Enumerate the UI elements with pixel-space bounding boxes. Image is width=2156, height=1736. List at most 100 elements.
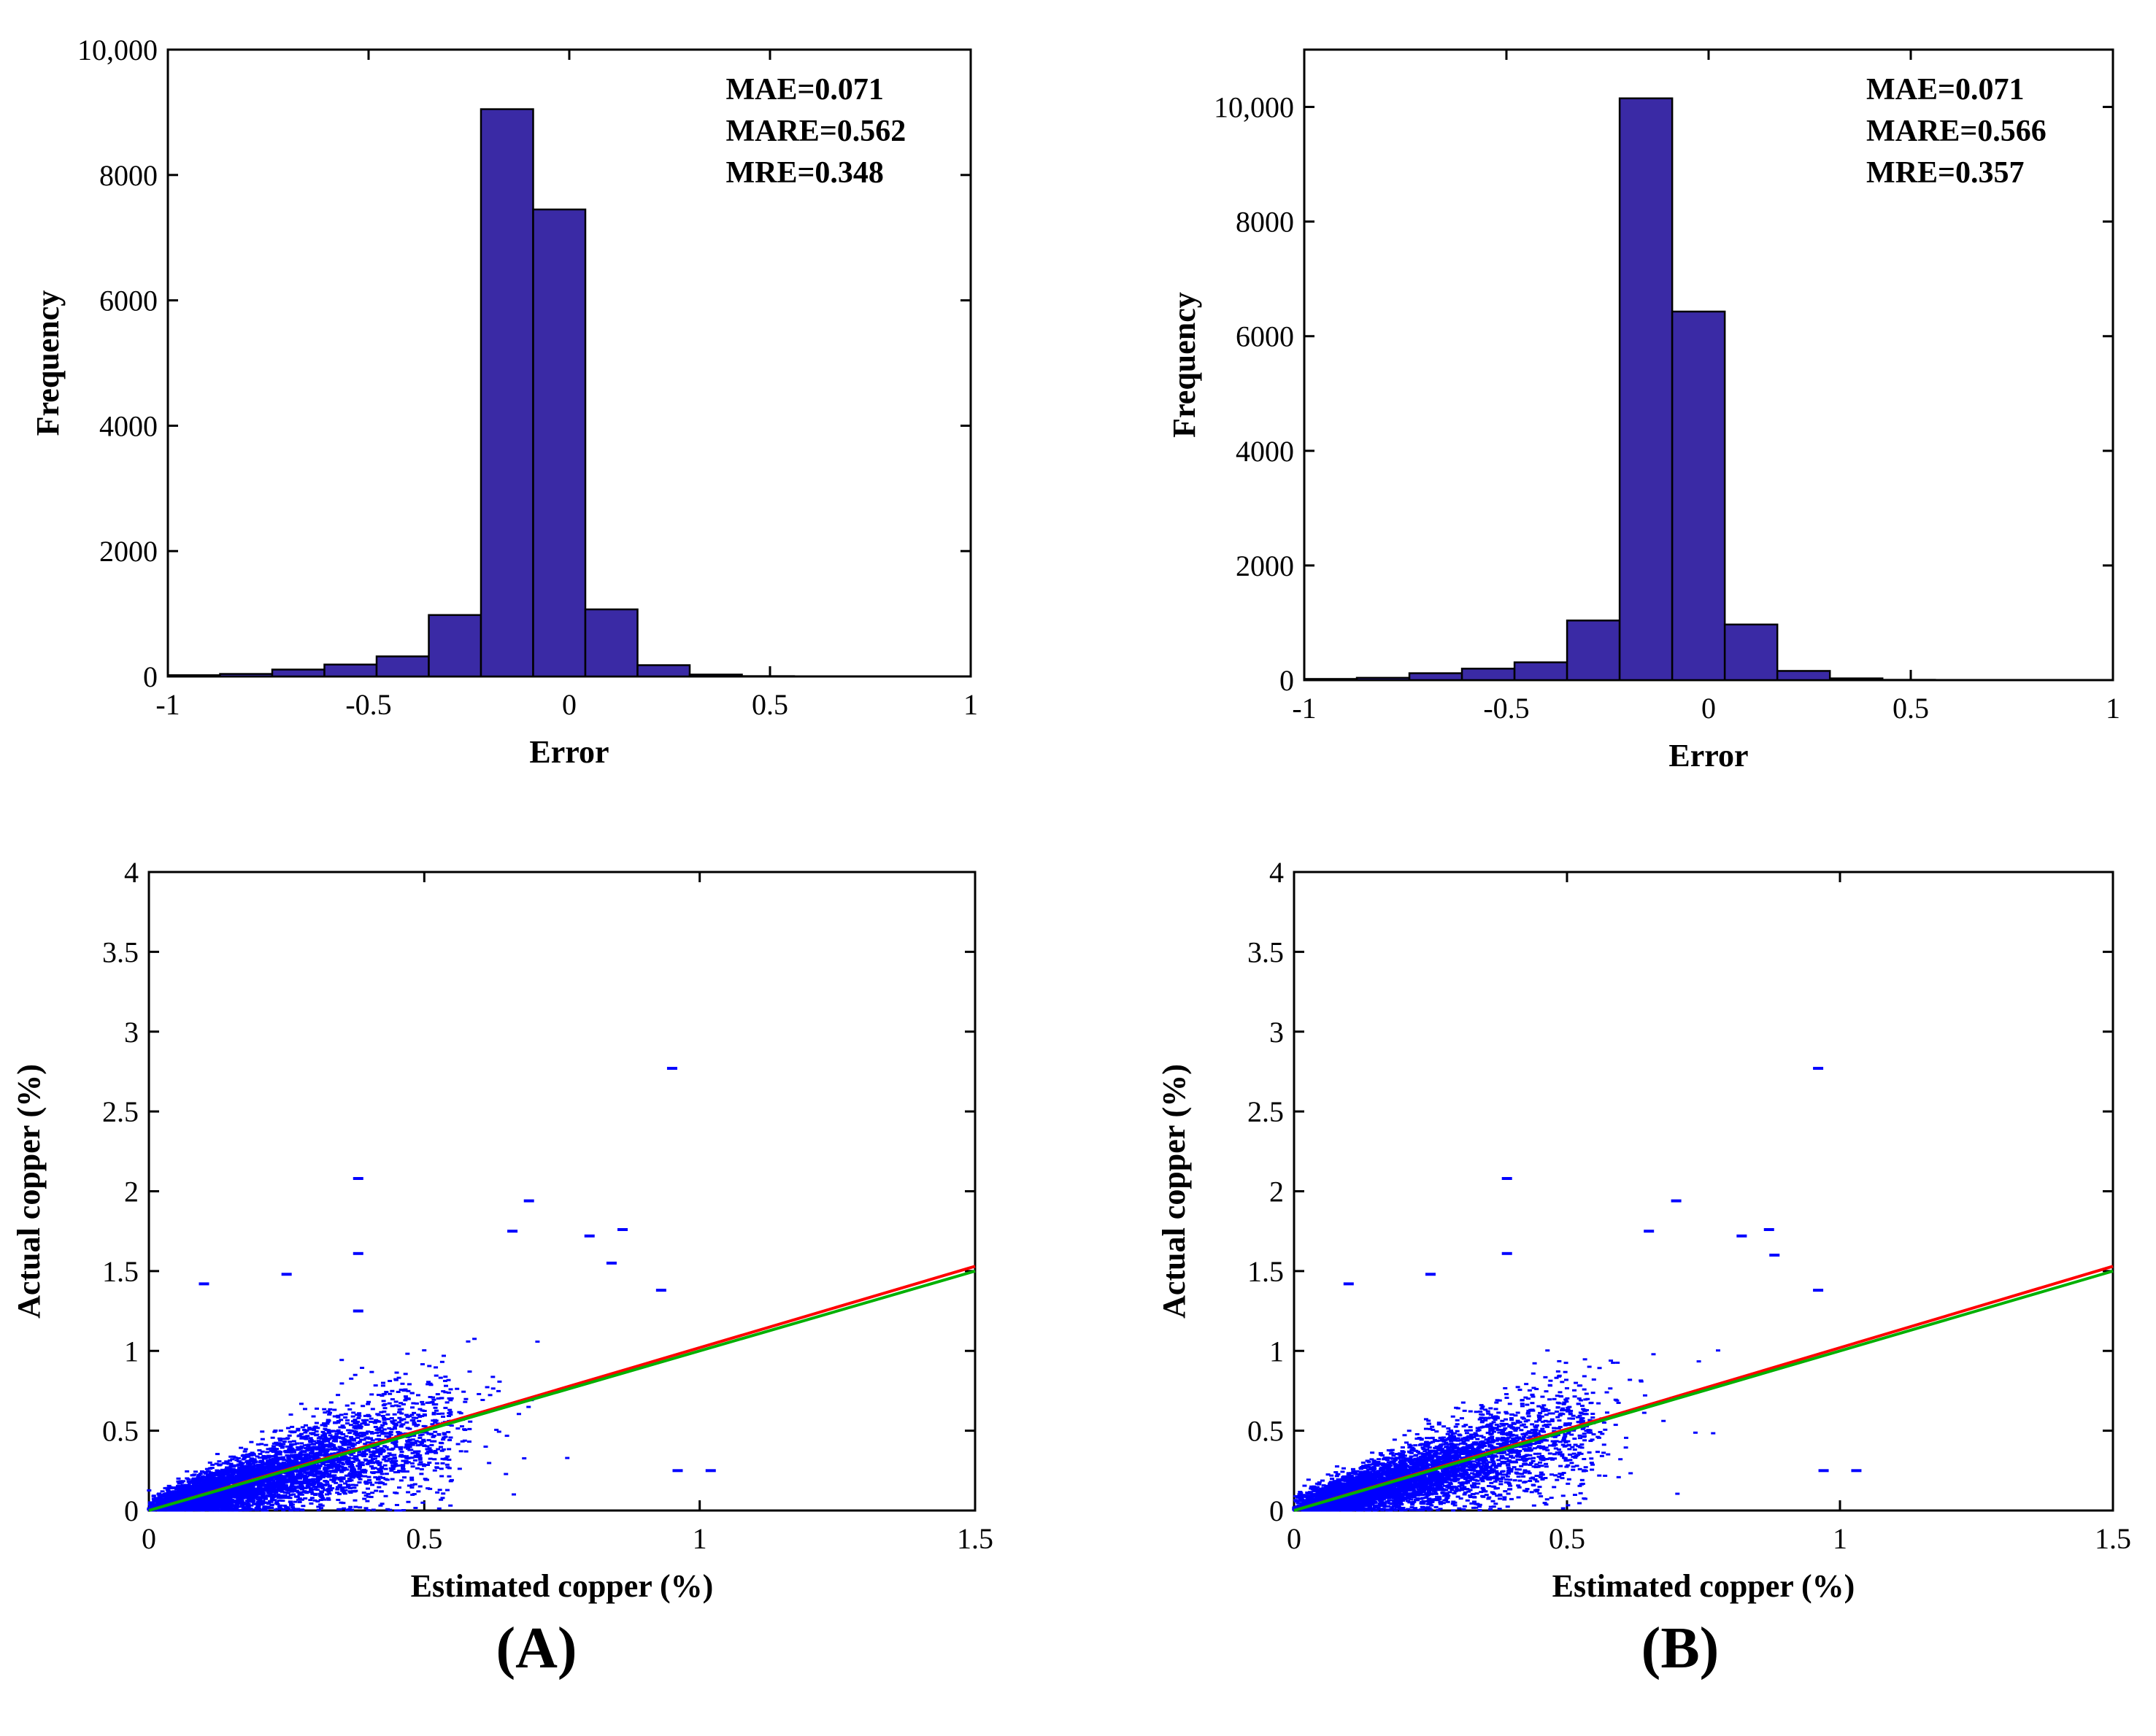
scatter-point [310, 1432, 315, 1435]
scatter-point [346, 1457, 351, 1459]
scatter-point [393, 1443, 399, 1446]
scatter-point [366, 1430, 371, 1433]
scatter-point [387, 1402, 392, 1405]
scatter-point [290, 1503, 295, 1506]
scatter-point [266, 1502, 272, 1505]
scatter-point [392, 1454, 397, 1457]
scatter-point [326, 1448, 331, 1451]
scatter-point [236, 1485, 241, 1488]
scatter-point [315, 1500, 320, 1502]
scatter-point [366, 1415, 371, 1418]
scatter-point [296, 1446, 301, 1449]
scatter-point [267, 1489, 272, 1492]
scatter-point [247, 1464, 252, 1467]
x-tick-label: -0.5 [1483, 692, 1529, 725]
scatter-point [432, 1469, 437, 1472]
scatter-point [277, 1457, 282, 1460]
scatter-point [323, 1475, 328, 1478]
scatter-point [399, 1389, 404, 1392]
scatter-point [303, 1447, 308, 1450]
scatter-point [306, 1480, 311, 1483]
scatter-point [234, 1464, 239, 1467]
scatter-point [309, 1491, 315, 1494]
scatter-point [327, 1438, 332, 1440]
scatter-point [196, 1487, 201, 1490]
scatter-point [309, 1467, 314, 1470]
scatter-point [193, 1486, 199, 1489]
scatter-point [353, 1458, 358, 1461]
scatter-point [406, 1389, 411, 1392]
scatter-point [242, 1488, 247, 1491]
plot-frame [147, 871, 977, 1512]
scatter-point [338, 1449, 343, 1452]
scatter-point [385, 1413, 390, 1416]
scatter-point [369, 1495, 374, 1498]
scatter-point [190, 1485, 195, 1488]
scatter-point [249, 1475, 254, 1478]
scatter-point [424, 1431, 429, 1434]
scatter-point [404, 1421, 409, 1424]
scatter-point [220, 1491, 225, 1494]
scatter-point [276, 1496, 281, 1499]
scatter-point [258, 1479, 263, 1482]
scatter-point [180, 1494, 185, 1497]
scatter-point [299, 1485, 304, 1488]
scatter-point [247, 1462, 252, 1465]
scatter-point [422, 1410, 427, 1413]
scatter-point [401, 1470, 406, 1473]
scatter-point [497, 1380, 502, 1383]
scatter-points [147, 1338, 570, 1512]
scatter-point [242, 1495, 247, 1498]
scatter-point [331, 1453, 336, 1456]
scatter-point [455, 1387, 460, 1390]
scatter-point [200, 1508, 205, 1511]
scatter-point [323, 1480, 328, 1483]
scatter-point [427, 1447, 432, 1450]
scatter-point [208, 1479, 213, 1482]
scatter-point [480, 1398, 485, 1401]
scatter-point [277, 1467, 282, 1470]
scatter-point [244, 1496, 249, 1499]
scatter-point [265, 1494, 270, 1497]
scatter-point [420, 1400, 425, 1403]
scatter-point [309, 1471, 315, 1474]
scatter-point [303, 1480, 308, 1483]
scatter-point [341, 1455, 346, 1458]
scatter-point [166, 1497, 171, 1500]
scatter-point [326, 1429, 331, 1432]
stat-label: MAE=0.071 [1866, 73, 2024, 107]
scatter-point [341, 1448, 346, 1451]
scatter-point [163, 1497, 169, 1500]
scatter-point [290, 1425, 295, 1428]
scatter-point [434, 1451, 439, 1454]
scatter-point [378, 1504, 383, 1507]
x-tick-label: 1 [2106, 692, 2120, 725]
scatter-point [361, 1454, 366, 1457]
scatter-point [347, 1440, 352, 1443]
scatter-point [214, 1481, 219, 1484]
scatter-point [266, 1448, 271, 1451]
scatter-point [288, 1440, 293, 1443]
scatter-point [285, 1492, 290, 1494]
x-axis-label: Estimated copper (%) [411, 1568, 714, 1604]
scatter-point [188, 1490, 193, 1493]
scatter-point [288, 1500, 293, 1503]
scatter-point [236, 1460, 242, 1463]
scatter-point [300, 1426, 305, 1429]
scatter-point [455, 1427, 461, 1430]
scatter-point [380, 1381, 385, 1384]
scatter-point [394, 1404, 399, 1407]
scatter-point [355, 1459, 361, 1462]
scatter-point [393, 1471, 398, 1474]
scatter-point [255, 1505, 261, 1508]
scatter-point [217, 1464, 222, 1467]
scatter-point [434, 1409, 439, 1412]
x-tick-label: -1 [1292, 692, 1316, 725]
y-tick-label: 2.5 [102, 1095, 139, 1128]
scatter-point [375, 1419, 380, 1422]
scatter-point [269, 1506, 274, 1509]
scatter-point [226, 1490, 231, 1493]
scatter-point [417, 1419, 422, 1422]
scatter-point [442, 1436, 447, 1439]
scatter-point [443, 1376, 448, 1378]
